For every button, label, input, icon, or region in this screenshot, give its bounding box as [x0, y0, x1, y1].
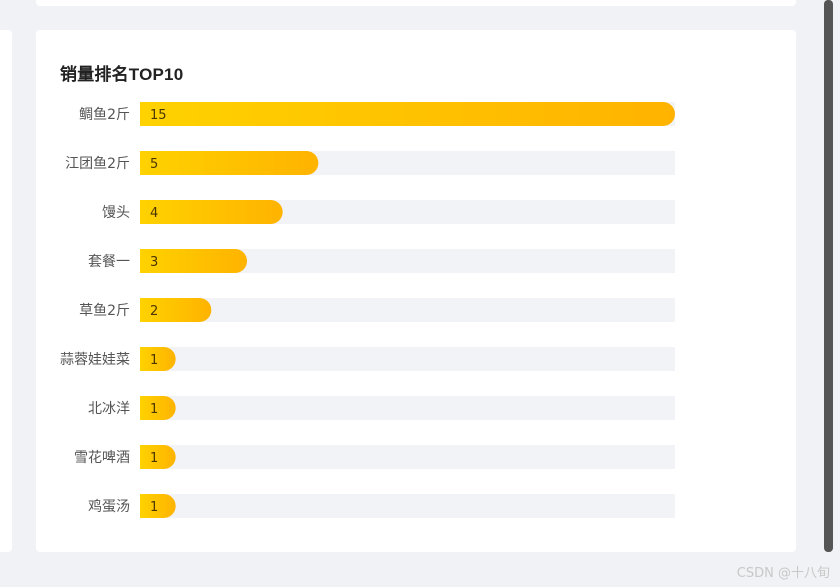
value-label: 2: [150, 304, 158, 319]
watermark-text: CSDN @十八旬: [736, 566, 830, 581]
left-card: [0, 30, 12, 552]
value-label: 1: [150, 353, 158, 368]
bar[interactable]: [140, 396, 176, 420]
value-label: 5: [150, 157, 158, 172]
category-label: 馒头: [102, 205, 130, 221]
value-label: 1: [150, 451, 158, 466]
bar-track: [140, 396, 675, 420]
value-label: 1: [150, 500, 158, 515]
category-label: 鸡蛋汤: [88, 498, 130, 515]
chart-card: 销量排名TOP10 鲷鱼2斤 15 江团鱼2斤 5 馒头 4 套餐一 3 草鱼2斤 2 蒜蓉娃娃菜 1…: [36, 30, 796, 552]
value-label: 3: [150, 255, 158, 270]
top-card: [36, 0, 796, 6]
bar[interactable]: [140, 494, 176, 518]
scrollbar-thumb[interactable]: [824, 0, 833, 552]
category-label: 套餐一: [88, 254, 130, 270]
bar-track: [140, 445, 675, 469]
category-label: 蒜蓉娃娃菜: [60, 352, 130, 368]
sales-ranking-bar-chart: 鲷鱼2斤 15 江团鱼2斤 5 馒头 4 套餐一 3 草鱼2斤 2 蒜蓉娃娃菜 1 北冰洋 1 雪花啤酒 1 鸡…: [60, 102, 675, 518]
value-label: 15: [150, 108, 167, 123]
bar[interactable]: [140, 102, 675, 126]
bar-track: [140, 347, 675, 371]
category-label: 江团鱼2斤: [65, 155, 130, 172]
value-label: 4: [150, 206, 158, 221]
bar[interactable]: [140, 347, 176, 371]
bars-group: 鲷鱼2斤 15 江团鱼2斤 5 馒头 4 套餐一 3 草鱼2斤 2 蒜蓉娃娃菜 1 北冰洋 1 雪花啤酒 1 鸡…: [60, 102, 675, 518]
value-label: 1: [150, 402, 158, 417]
bar[interactable]: [140, 445, 176, 469]
chart-title: 销量排名TOP10: [60, 65, 184, 84]
bar[interactable]: [140, 151, 319, 175]
category-label: 鲷鱼2斤: [79, 106, 130, 123]
bar-track: [140, 298, 675, 322]
bar[interactable]: [140, 298, 212, 322]
category-label: 北冰洋: [88, 401, 130, 417]
bar-track: [140, 494, 675, 518]
bar[interactable]: [140, 200, 283, 224]
bar[interactable]: [140, 249, 247, 273]
category-label: 雪花啤酒: [74, 450, 130, 466]
category-label: 草鱼2斤: [79, 302, 130, 319]
